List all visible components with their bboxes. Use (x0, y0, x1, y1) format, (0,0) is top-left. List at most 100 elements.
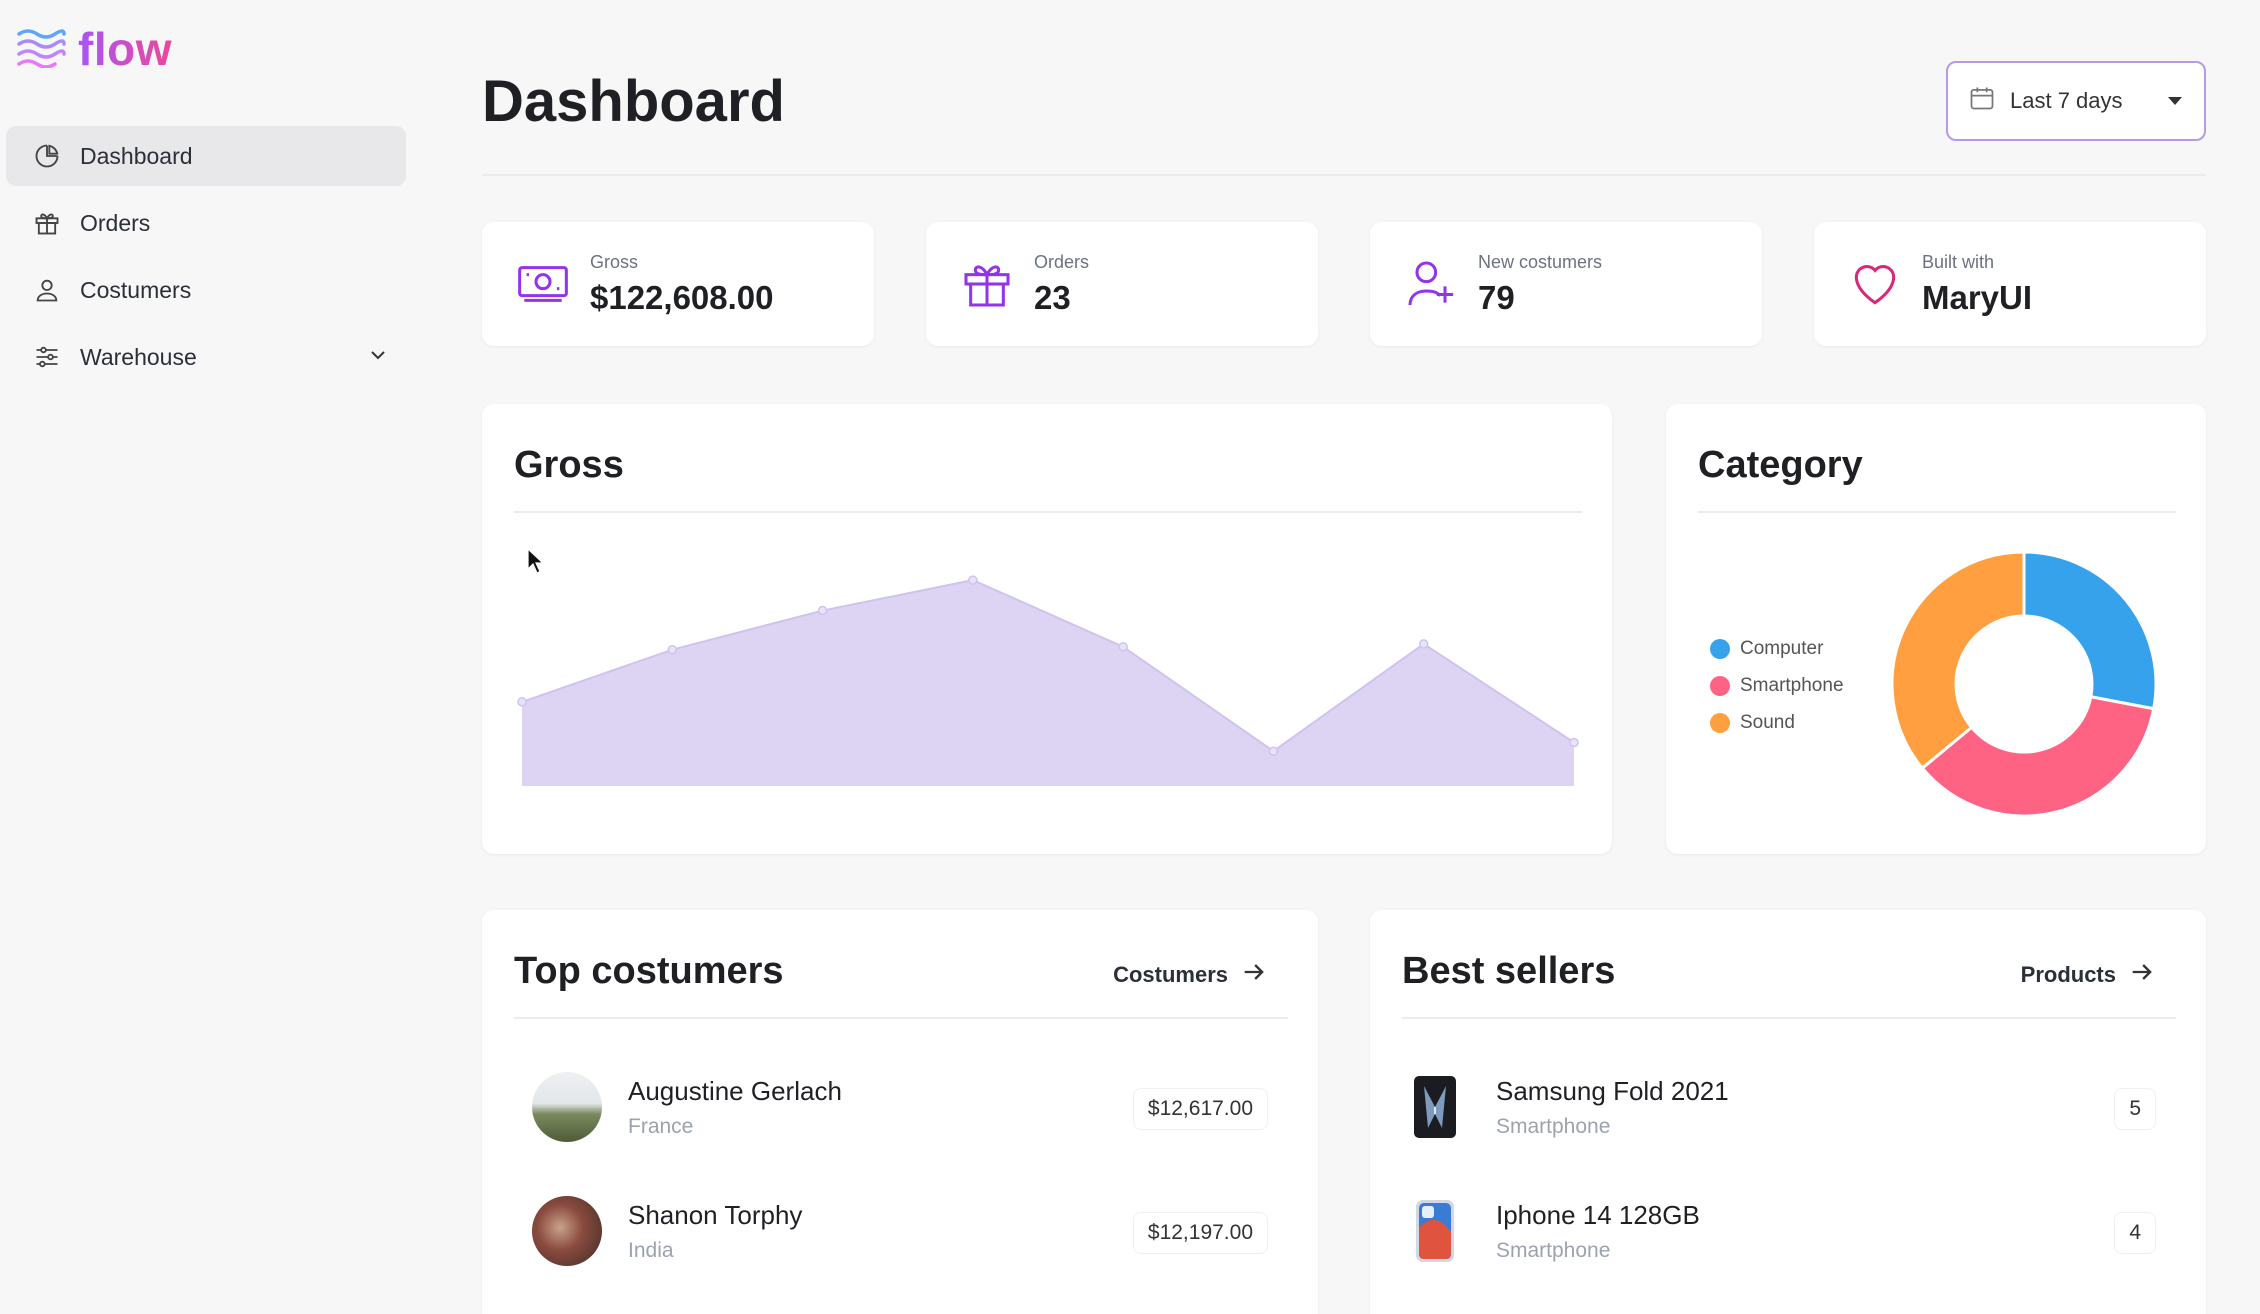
panel-divider (1402, 1017, 2176, 1019)
gross-area (522, 580, 1574, 786)
product-count-badge: 5 (2114, 1088, 2156, 1130)
panel-divider (1698, 511, 2176, 513)
customer-row[interactable]: Augustine Gerlach France $12,617.00 (532, 1062, 1268, 1152)
customer-amount-badge: $12,617.00 (1132, 1088, 1268, 1130)
stat-label: New costumers (1478, 251, 1603, 272)
stat-label: Gross (590, 251, 639, 272)
stat-card-gross: Gross $122,608.00 (482, 222, 874, 346)
link-label: Costumers (1113, 962, 1228, 987)
legend-item-sound[interactable]: Sound (1710, 704, 1844, 741)
panel-title: Category (1698, 444, 1863, 486)
stat-value: MaryUI (1922, 278, 2033, 316)
slice-sound[interactable] (1890, 550, 2026, 771)
legend-item-smartphone[interactable]: Smartphone (1710, 667, 1844, 704)
stat-card-new-customers: New costumers 79 (1370, 222, 1762, 346)
panel-divider (514, 511, 1582, 513)
product-thumbnail (1400, 1072, 1470, 1142)
stat-card-orders: Orders 23 (926, 222, 1318, 346)
chart-legend: Computer Smartphone Sound (1710, 630, 1844, 741)
stat-value: $122,608.00 (590, 278, 774, 316)
main-content: Dashboard Last 7 days Gross $122,608.00 … (482, 0, 2206, 1314)
waves-icon (16, 26, 66, 73)
slice-smartphone[interactable] (1920, 694, 2156, 818)
data-point[interactable] (968, 575, 978, 585)
customer-country: France (628, 1114, 694, 1138)
app-name: flow (78, 23, 172, 75)
stat-value: 23 (1034, 278, 1071, 316)
best-sellers-panel: Best sellers Products Samsung Fold 2021 … (1370, 910, 2206, 1314)
costumers-link[interactable]: Costumers (1113, 958, 1268, 992)
gross-area-chart[interactable] (482, 404, 1612, 854)
product-row[interactable]: Samsung Fold 2021 Smartphone 5 (1400, 1062, 2156, 1152)
sidebar: flow Dashboard Orders Costumers Warehous… (0, 0, 420, 1314)
logo[interactable]: flow (16, 22, 172, 76)
product-category: Smartphone (1496, 1114, 1611, 1138)
panel-title: Top costumers (514, 950, 784, 992)
category-donut-chart[interactable] (1884, 544, 2164, 824)
data-point[interactable] (1118, 642, 1128, 652)
caret-down-icon (2168, 97, 2182, 105)
calendar-icon (1968, 84, 1996, 118)
gift-icon (32, 208, 62, 238)
chart-pie-icon (32, 141, 62, 171)
sidebar-item-label: Warehouse (80, 343, 197, 370)
sidebar-item-label: Costumers (80, 276, 192, 303)
legend-item-computer[interactable]: Computer (1710, 630, 1844, 667)
stat-value: 79 (1478, 278, 1515, 316)
panel-title: Gross (514, 444, 624, 486)
product-row[interactable]: Iphone 14 128GB Smartphone 4 (1400, 1186, 2156, 1276)
sidebar-item-costumers[interactable]: Costumers (6, 260, 406, 320)
product-name: Iphone 14 128GB (1496, 1199, 1700, 1230)
legend-label: Smartphone (1740, 674, 1844, 696)
banknote-icon (514, 255, 572, 313)
mouse-cursor-icon (527, 548, 545, 574)
products-link[interactable]: Products (2021, 958, 2156, 992)
user-plus-icon (1402, 255, 1460, 313)
product-count-badge: 4 (2114, 1212, 2156, 1254)
customer-amount-badge: $12,197.00 (1132, 1212, 1268, 1254)
period-select-value: Last 7 days (2010, 88, 2123, 113)
link-label: Products (2020, 962, 2116, 987)
panel-divider (514, 1017, 1288, 1019)
header-divider (482, 174, 2206, 176)
heart-icon (1846, 255, 1904, 313)
arrow-right-icon (1240, 958, 1268, 992)
gross-chart-panel: Gross (482, 404, 1612, 854)
customer-country: India (628, 1238, 674, 1262)
legend-label: Computer (1740, 637, 1824, 659)
period-select[interactable]: Last 7 days (1946, 61, 2206, 141)
data-point[interactable] (817, 605, 828, 616)
stat-label: Orders (1034, 251, 1090, 272)
data-point[interactable] (667, 644, 678, 655)
slice-computer[interactable] (2022, 550, 2158, 711)
gift-icon (958, 255, 1016, 313)
product-category: Smartphone (1496, 1238, 1611, 1262)
legend-swatch (1710, 712, 1730, 733)
data-point[interactable] (1418, 639, 1429, 649)
data-point[interactable] (1569, 737, 1579, 748)
panel-title: Best sellers (1402, 950, 1616, 992)
customer-row[interactable]: Shanon Torphy India $12,197.00 (532, 1186, 1268, 1276)
stat-card-built-with: Built with MaryUI (1814, 222, 2206, 346)
product-thumbnail (1400, 1196, 1470, 1266)
category-chart-panel: Category Computer Smartphone Sound (1666, 404, 2206, 854)
sidebar-item-label: Orders (80, 209, 151, 236)
customer-name: Augustine Gerlach (628, 1075, 842, 1106)
product-name: Samsung Fold 2021 (1496, 1075, 1729, 1106)
gross-line (521, 579, 1575, 753)
arrow-right-icon (2128, 958, 2156, 992)
data-point[interactable] (1268, 746, 1279, 756)
avatar (532, 1072, 602, 1142)
sidebar-item-label: Dashboard (80, 142, 193, 169)
chevron-down-icon[interactable] (366, 343, 390, 373)
sidebar-item-dashboard[interactable]: Dashboard (6, 126, 406, 186)
sidebar-item-orders[interactable]: Orders (6, 193, 406, 253)
legend-swatch (1710, 638, 1730, 659)
page-title: Dashboard (482, 69, 785, 134)
user-icon (32, 275, 62, 305)
sidebar-item-warehouse[interactable]: Warehouse (6, 327, 406, 387)
data-point[interactable] (517, 697, 527, 707)
legend-swatch (1710, 675, 1730, 696)
sidebar-nav: Dashboard Orders Costumers Warehouse (6, 126, 406, 394)
top-customers-panel: Top costumers Costumers Augustine Gerlac… (482, 910, 1318, 1314)
